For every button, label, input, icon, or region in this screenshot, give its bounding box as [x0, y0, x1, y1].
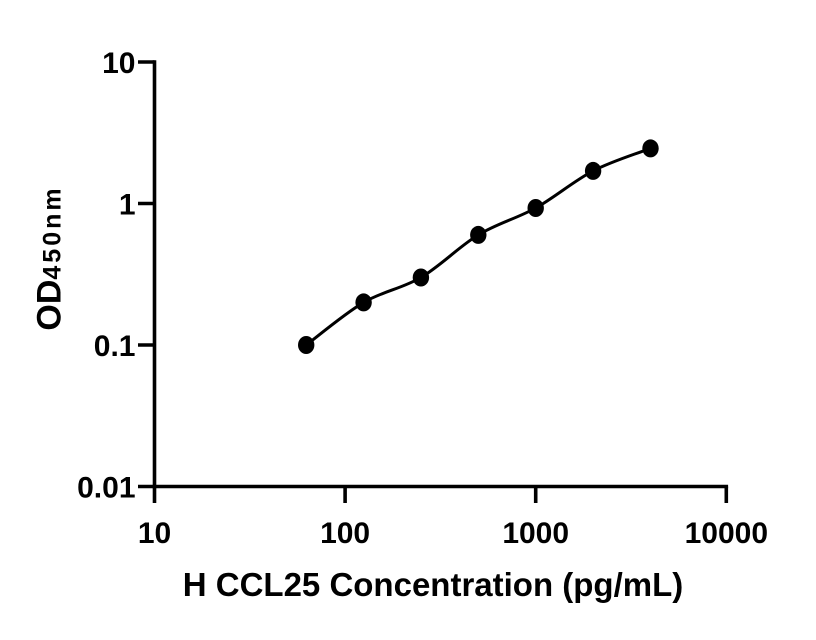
y-axis-title-subscript: 450nm — [38, 185, 67, 280]
data-point-marker — [355, 293, 372, 312]
data-point-marker — [412, 268, 430, 287]
x-tick-label: 10000 — [685, 517, 768, 550]
y-tick-label: 10 — [102, 47, 135, 80]
y-axis-title-main: OD — [30, 279, 69, 331]
x-tick-label: 100 — [320, 517, 370, 550]
data-point-marker — [584, 161, 602, 180]
x-axis-title: H CCL25 Concentration (pg/mL) — [182, 566, 684, 603]
data-point-marker — [298, 336, 315, 354]
data-point-marker — [470, 225, 487, 244]
data-point-marker — [642, 139, 659, 158]
y-tick-label: 1 — [119, 189, 136, 222]
y-tick-label: 0.01 — [77, 472, 135, 505]
y-axis-title: OD450nm — [31, 185, 70, 330]
y-tick-label: 0.1 — [94, 330, 136, 363]
data-point-marker — [527, 199, 544, 217]
x-tick-label: 10 — [138, 517, 171, 550]
fit-curve-line — [305, 147, 652, 347]
x-tick-label: 1000 — [502, 517, 569, 550]
